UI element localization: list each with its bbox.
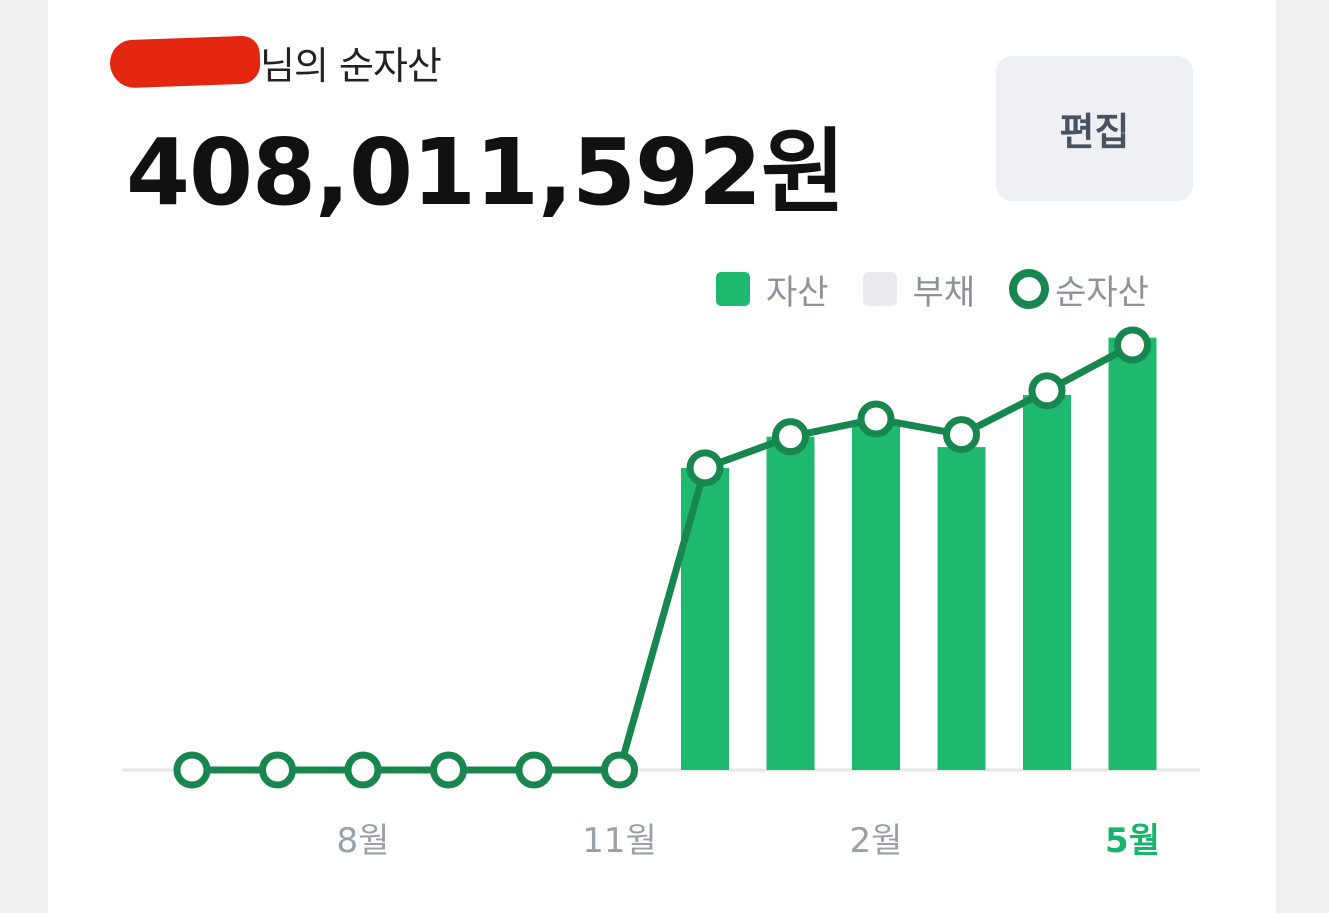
net-assets-point-8 bbox=[344, 751, 382, 789]
net-assets-point-10 bbox=[515, 751, 553, 789]
edit-button[interactable]: 편집 bbox=[996, 56, 1193, 201]
net-assets-point-5 bbox=[1114, 326, 1151, 364]
x-tick-label-8: 2월 bbox=[850, 821, 903, 861]
net-assets-marker-icon bbox=[1009, 269, 1050, 309]
net-assets-line bbox=[188, 341, 1136, 774]
asset-bar-4 bbox=[1023, 395, 1071, 770]
net-assets-point-3 bbox=[943, 416, 980, 454]
legend-item-net-assets: 순자산 bbox=[1009, 265, 1149, 314]
legend-label-net-assets: 순자산 bbox=[1055, 272, 1149, 313]
chart-legend: 자산 부채 순자산 bbox=[716, 262, 1149, 316]
legend-item-liabilities: 부채 bbox=[862, 265, 976, 314]
x-tick-label-5: 11월 bbox=[582, 821, 657, 861]
x-tick-label-11: 5월 bbox=[1105, 821, 1160, 861]
net-assets-point-12 bbox=[686, 449, 724, 487]
asset-bar-2 bbox=[852, 421, 900, 770]
legend-label-assets: 자산 bbox=[766, 272, 829, 313]
net-assets-point-2 bbox=[857, 400, 895, 438]
asset-bar-12 bbox=[681, 467, 729, 770]
net-assets-point-11 bbox=[601, 751, 638, 789]
x-tick-label-2: 8월 bbox=[337, 821, 390, 861]
legend-item-assets: 자산 bbox=[716, 265, 829, 314]
assets-swatch-icon bbox=[716, 272, 750, 306]
net-worth-amount: 408,011,592원 bbox=[126, 119, 846, 226]
net-assets-point-6 bbox=[173, 751, 211, 789]
legend-label-liabilities: 부채 bbox=[912, 272, 976, 313]
asset-bar-5 bbox=[1108, 337, 1157, 770]
asset-bar-3 bbox=[937, 447, 986, 770]
liabilities-swatch-icon bbox=[862, 272, 897, 306]
net-assets-point-7 bbox=[259, 751, 296, 789]
owner-title: 님의 순자산 bbox=[260, 43, 442, 88]
asset-bar-1 bbox=[766, 436, 815, 770]
net-assets-point-9 bbox=[430, 751, 467, 789]
owner-row: 님의 순자산 bbox=[109, 34, 442, 90]
net-assets-point-4 bbox=[1028, 372, 1066, 410]
net-assets-point-1 bbox=[772, 418, 809, 456]
